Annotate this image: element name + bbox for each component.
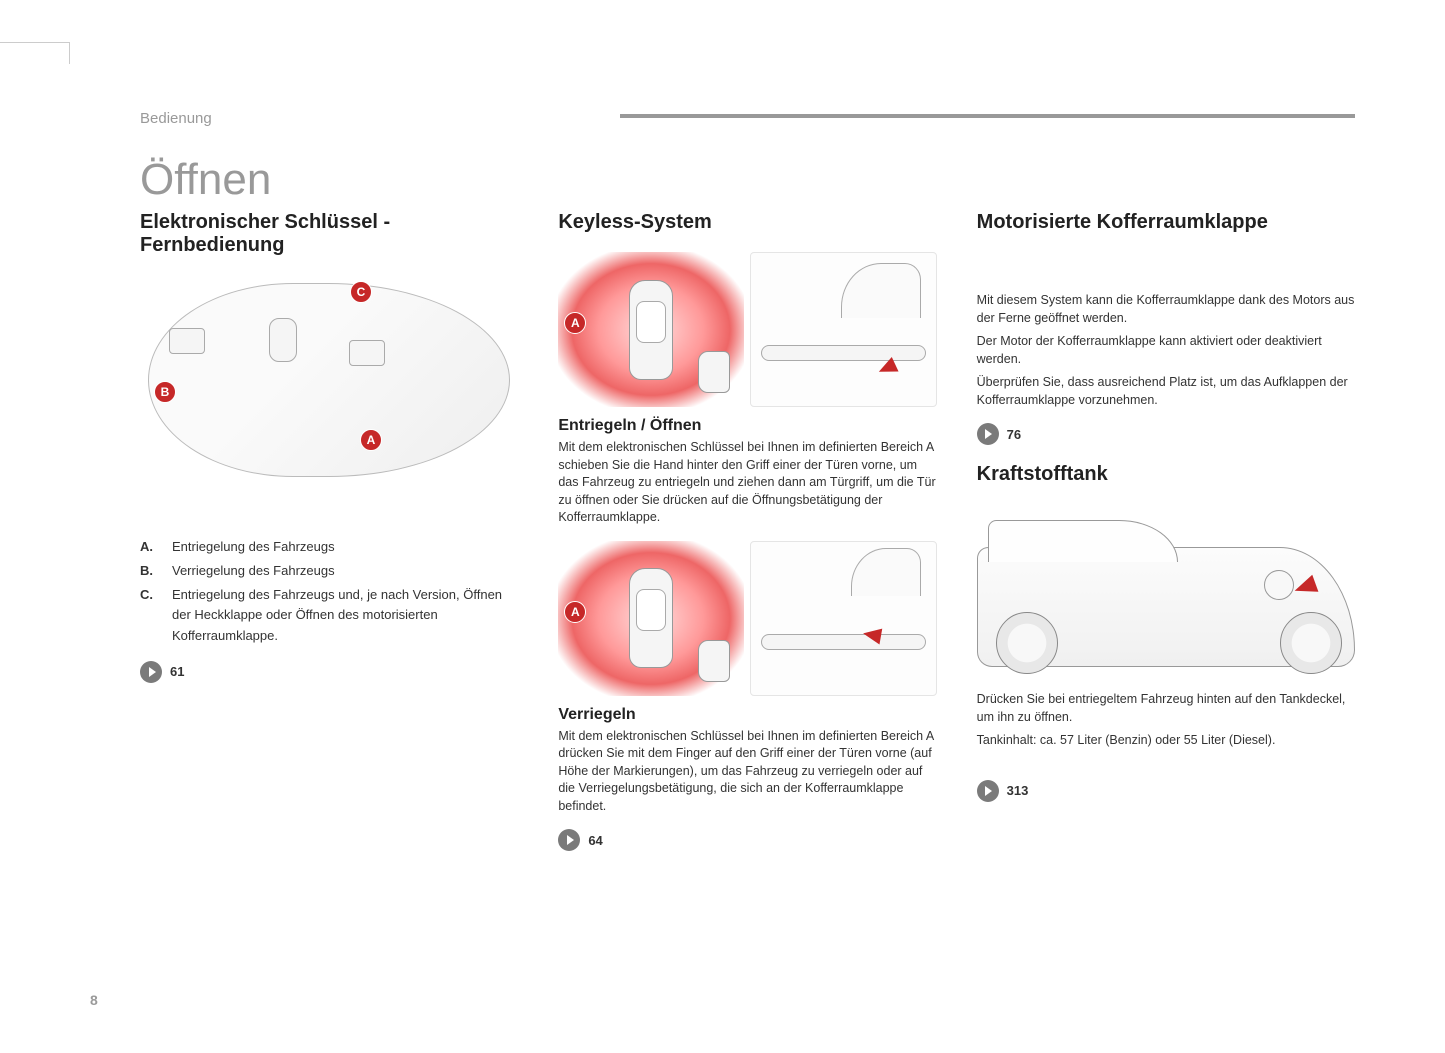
door-handle: [761, 634, 926, 650]
ref-number: 61: [170, 664, 184, 679]
fuel-heading: Kraftstofftank: [977, 463, 1355, 486]
car-top-view: [629, 568, 673, 668]
marker-b: B: [154, 381, 176, 403]
page-reference: 313: [977, 780, 1355, 802]
page-title: Öffnen: [140, 155, 1355, 205]
wheel-icon: [996, 612, 1058, 674]
forward-icon: [977, 780, 999, 802]
lock-illustration: A: [558, 541, 936, 696]
header-rule: [620, 114, 1355, 118]
tailgate-text-1: Mit diesem System kann die Kofferraumkla…: [977, 292, 1355, 327]
car-body: [977, 547, 1355, 667]
marker-a-zone: A: [564, 312, 586, 334]
hand-icon: [841, 263, 921, 318]
fuel-text-2: Tankinhalt: ca. 57 Liter (Benzin) oder 5…: [977, 732, 1355, 750]
door-handle-illustration: [750, 541, 937, 696]
key-outline: [148, 283, 510, 477]
lock-heading: Verriegeln: [558, 706, 936, 724]
fuel-door: [1264, 570, 1294, 600]
page-number: 8: [90, 992, 98, 1008]
legend-letter: B.: [140, 561, 158, 582]
fuel-text-1: Drücken Sie bei entriegeltem Fahrzeug hi…: [977, 691, 1355, 726]
legend-text: Verriegelung des Fahrzeugs: [172, 561, 335, 582]
page-reference: 76: [977, 423, 1355, 445]
page-reference: 64: [558, 829, 936, 851]
detection-zone: A: [558, 541, 743, 696]
wheel-icon: [1280, 612, 1342, 674]
legend-item-b: B. Verriegelung des Fahrzeugs: [140, 561, 518, 582]
key-button-2: [269, 318, 297, 362]
car-top-view: [629, 280, 673, 380]
legend-item-c: C. Entriegelung des Fahrzeugs und, je na…: [140, 585, 518, 647]
tailgate-text-3: Überprüfen Sie, dass ausreichend Platz i…: [977, 374, 1355, 409]
action-arrow-icon: [861, 625, 882, 644]
tailgate-text-2: Der Motor der Kofferraumklappe kann akti…: [977, 333, 1355, 368]
tailgate-heading: Motorisierte Kofferraumklappe: [977, 211, 1355, 234]
unlock-illustration: A: [558, 252, 936, 407]
forward-icon: [140, 661, 162, 683]
page-reference: 61: [140, 661, 518, 683]
column-electronic-key: Elektronischer Schlüssel - Fernbedienung…: [140, 211, 518, 865]
legend-letter: A.: [140, 537, 158, 558]
marker-a-zone: A: [564, 601, 586, 623]
key-fob-icon: [698, 640, 730, 682]
legend-item-a: A. Entriegelung des Fahrzeugs: [140, 537, 518, 558]
page-content: Bedienung Öffnen Elektronischer Schlüsse…: [0, 0, 1445, 915]
legend-text: Entriegelung des Fahrzeugs: [172, 537, 335, 558]
legend-letter: C.: [140, 585, 158, 647]
ref-number: 64: [588, 833, 602, 848]
unlock-heading: Entriegeln / Öffnen: [558, 417, 936, 435]
door-handle-illustration: [750, 252, 937, 407]
door-handle: [761, 345, 926, 361]
column-keyless: Keyless-System A Entriegeln / Öffnen Mit…: [558, 211, 936, 865]
marker-c: C: [350, 281, 372, 303]
column-tailgate-fuel: Motorisierte Kofferraumklappe Mit diesem…: [977, 211, 1355, 865]
section-label: Bedienung: [140, 110, 1355, 127]
legend-list: A. Entriegelung des Fahrzeugs B. Verrieg…: [140, 537, 518, 647]
key-button-3: [349, 340, 385, 366]
forward-icon: [558, 829, 580, 851]
key-fob-illustration: C B A: [140, 275, 518, 485]
rear-window: [988, 520, 1178, 562]
key-fob-icon: [698, 351, 730, 393]
marker-a: A: [360, 429, 382, 451]
lock-text: Mit dem elektronischen Schlüssel bei Ihn…: [558, 728, 936, 816]
detection-zone: A: [558, 252, 743, 407]
action-arrow-icon: [1292, 575, 1319, 599]
crop-mark: [0, 42, 70, 43]
legend-text: Entriegelung des Fahrzeugs und, je nach …: [172, 585, 518, 647]
ref-number: 76: [1007, 427, 1021, 442]
columns: Elektronischer Schlüssel - Fernbedienung…: [140, 211, 1355, 865]
key-button-1: [169, 328, 205, 354]
ref-number: 313: [1007, 783, 1029, 798]
forward-icon: [977, 423, 999, 445]
unlock-text: Mit dem elektronischen Schlüssel bei Ihn…: [558, 439, 936, 527]
hand-icon: [851, 548, 921, 596]
col2-heading: Keyless-System: [558, 211, 936, 234]
car-rear-illustration: [977, 504, 1355, 679]
col1-heading: Elektronischer Schlüssel - Fernbedienung: [140, 211, 518, 257]
